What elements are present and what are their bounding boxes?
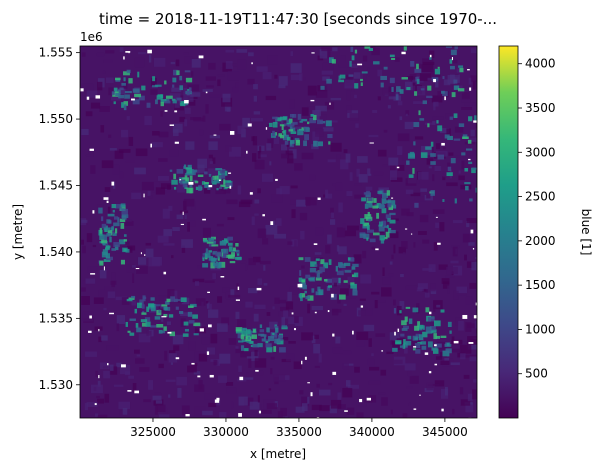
y-axis-label: y [metre]: [11, 204, 25, 260]
colorbar-axis: 500 1000 1500 2000 2500 3000 3500 4000: [518, 57, 556, 381]
x-tick-label: 330000: [203, 425, 249, 439]
plot-frame: [79, 45, 478, 419]
colorbar-tick-label: 3000: [525, 145, 556, 159]
x-tick-label: 335000: [276, 425, 322, 439]
y-offset-label: 1e6: [80, 30, 103, 44]
x-tick-label: 345000: [422, 425, 468, 439]
colorbar-tick-label: 4000: [525, 57, 556, 71]
y-tick-label: 1.530: [39, 378, 73, 392]
y-axis: 1.530 1.535 1.540 1.545 1.550 1.555: [39, 46, 80, 392]
colorbar-gradient: [498, 45, 519, 419]
x-axis-label: x [metre]: [250, 447, 306, 461]
y-tick-label: 1.545: [39, 179, 73, 193]
colorbar-tick-label: 2000: [525, 234, 556, 248]
colorbar: 500 1000 1500 2000 2500 3000 3500 4000 blue [1]: [498, 45, 593, 419]
colorbar-tick-label: 500: [525, 367, 548, 381]
y-tick-label: 1.535: [39, 311, 73, 325]
colorbar-label: blue [1]: [579, 209, 593, 256]
x-tick-label: 325000: [130, 425, 176, 439]
y-tick-label: 1.555: [39, 46, 73, 60]
chart-title: time = 2018-11-19T11:47:30 [seconds sinc…: [99, 10, 497, 28]
colorbar-tick-label: 3500: [525, 101, 556, 115]
colorbar-tick-label: 1000: [525, 322, 556, 336]
x-tick-label: 340000: [349, 425, 395, 439]
y-tick-label: 1.540: [39, 245, 73, 259]
raster-image: [80, 46, 477, 418]
colorbar-tick-label: 1500: [525, 278, 556, 292]
y-tick-label: 1.550: [39, 112, 73, 126]
x-axis: 325000 330000 335000 340000 345000: [130, 418, 468, 439]
colorbar-tick-label: 2500: [525, 190, 556, 204]
